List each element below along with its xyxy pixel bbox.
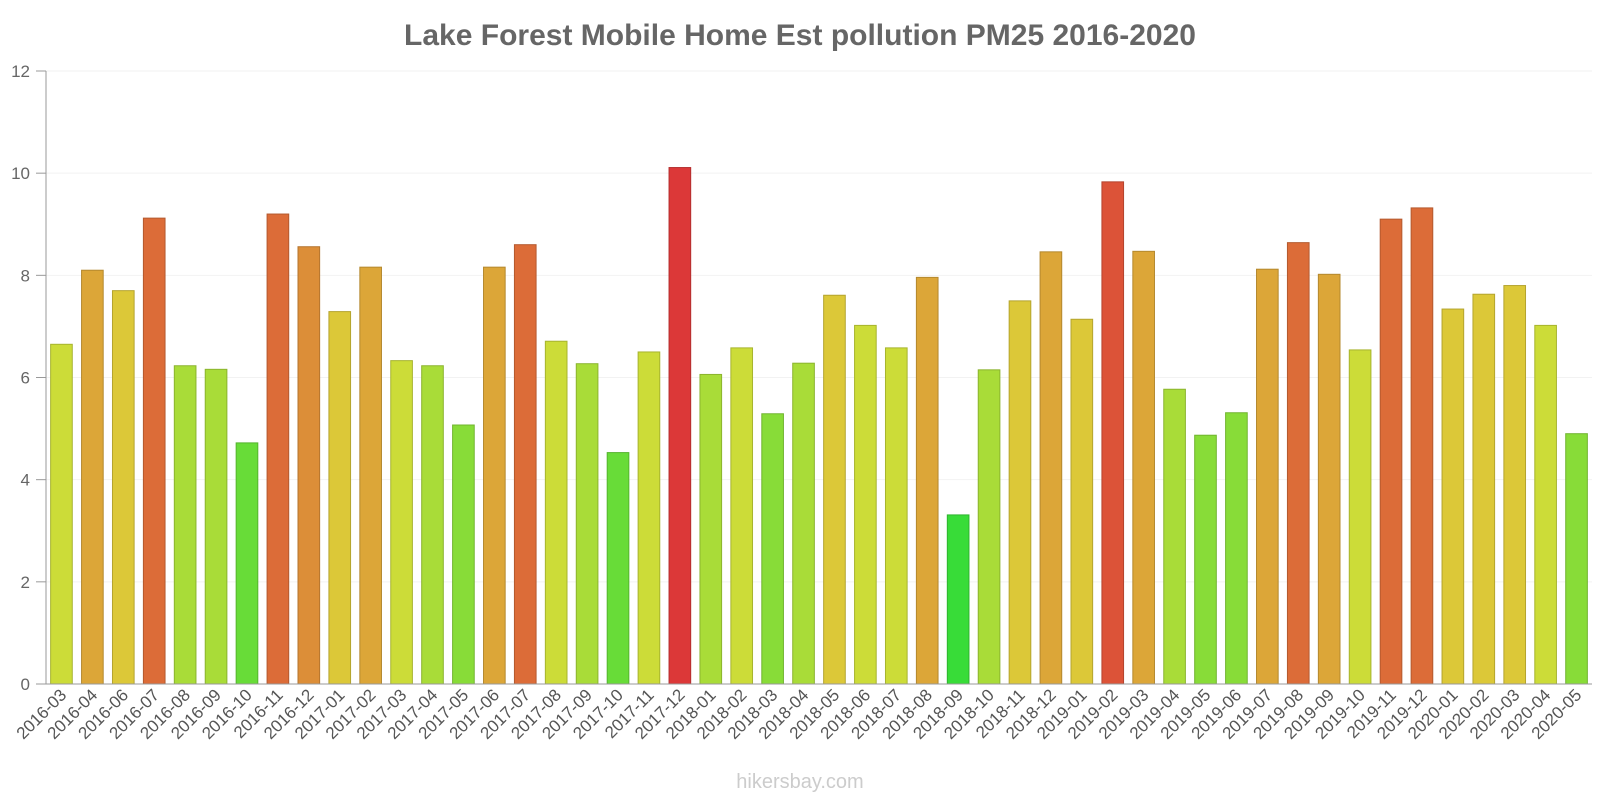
y-tick-label: 12 — [11, 62, 30, 81]
bar-2016-06 — [111, 290, 135, 685]
bar-2019-10 — [1348, 349, 1372, 685]
bar-2017-06 — [483, 266, 506, 685]
y-tick-label: 2 — [21, 573, 30, 592]
bar-2020-04 — [1534, 324, 1557, 685]
bar-2018-04 — [792, 362, 815, 685]
bar-2017-03 — [390, 360, 413, 685]
bar-2019-11 — [1379, 218, 1403, 685]
bar-2020-02 — [1472, 293, 1496, 685]
bar-2018-11 — [1008, 300, 1032, 685]
bar-2017-04 — [421, 365, 444, 685]
bar-2018-10 — [977, 369, 1001, 685]
bar-2017-12 — [668, 167, 692, 685]
bar-2018-09 — [946, 514, 970, 685]
bar-2019-03 — [1132, 250, 1155, 685]
bar-2019-08 — [1286, 242, 1310, 685]
bar-2019-02 — [1101, 181, 1125, 685]
bar-2020-05 — [1565, 433, 1588, 685]
chart-title: Lake Forest Mobile Home Est pollution PM… — [404, 19, 1196, 52]
bar-2017-05 — [452, 424, 475, 685]
bar-2016-08 — [173, 365, 197, 685]
bar-2016-12 — [297, 246, 321, 685]
bar-2016-07 — [142, 217, 166, 685]
bar-2020-03 — [1503, 285, 1527, 685]
bar-2017-07 — [513, 244, 537, 685]
bar-2016-09 — [204, 368, 228, 685]
bar-2017-01 — [328, 311, 352, 685]
y-tick-label: 8 — [21, 266, 30, 285]
bar-2018-01 — [699, 373, 723, 685]
bar-2018-12 — [1039, 251, 1063, 685]
bar-2017-10 — [606, 452, 630, 685]
bar-2019-12 — [1410, 207, 1434, 685]
bar-2019-07 — [1256, 268, 1279, 685]
bar-2019-06 — [1225, 412, 1248, 685]
y-tick-label: 0 — [21, 675, 30, 694]
bar-2019-05 — [1194, 434, 1217, 685]
y-tick-label: 4 — [21, 471, 30, 490]
bar-2019-09 — [1317, 273, 1341, 685]
bar-2017-11 — [637, 351, 661, 685]
bar-2016-04 — [81, 269, 104, 685]
y-axis-ticks: 0 2 4 6 8 10 12 — [11, 62, 46, 694]
bar-2019-01 — [1070, 318, 1094, 685]
bar-2017-09 — [575, 363, 599, 685]
bar-2020-01 — [1441, 308, 1465, 685]
bar-2018-07 — [884, 347, 908, 685]
bar-2018-02 — [730, 347, 754, 685]
axes — [45, 71, 1592, 685]
y-tick-label: 6 — [21, 369, 30, 388]
y-tick-label: 10 — [11, 164, 30, 183]
bar-2019-04 — [1163, 388, 1186, 685]
bar-2018-08 — [915, 276, 939, 685]
bar-2017-02 — [359, 266, 382, 685]
bar-2017-08 — [544, 340, 568, 685]
x-axis-ticks: 2016-032016-042016-062016-072016-082016-… — [13, 685, 1586, 743]
bars — [50, 167, 1588, 685]
bar-2018-05 — [823, 294, 846, 685]
bar-2018-06 — [854, 324, 877, 685]
bar-2016-11 — [266, 213, 290, 685]
bar-2016-10 — [235, 442, 259, 685]
bar-2016-03 — [50, 343, 73, 685]
source-credit: hikersbay.com — [736, 771, 863, 793]
bar-2018-03 — [761, 413, 784, 685]
